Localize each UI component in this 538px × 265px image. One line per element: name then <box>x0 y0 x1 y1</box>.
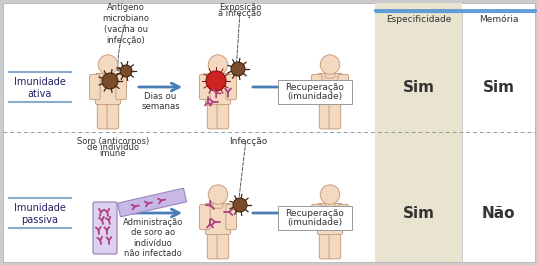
FancyBboxPatch shape <box>338 204 349 230</box>
FancyBboxPatch shape <box>3 3 535 262</box>
FancyBboxPatch shape <box>329 100 341 129</box>
Circle shape <box>98 55 118 74</box>
FancyBboxPatch shape <box>116 74 126 100</box>
Text: Imunidade: Imunidade <box>14 203 66 213</box>
Text: de indivíduo: de indivíduo <box>87 143 139 152</box>
Text: Recuperação: Recuperação <box>286 83 344 92</box>
Circle shape <box>206 71 226 91</box>
FancyBboxPatch shape <box>97 100 109 129</box>
Circle shape <box>320 185 340 204</box>
FancyBboxPatch shape <box>213 69 223 78</box>
Text: Administração
de soro ao
indivíduo
não infectado: Administração de soro ao indivíduo não i… <box>123 218 183 258</box>
FancyBboxPatch shape <box>312 74 322 100</box>
FancyBboxPatch shape <box>329 230 341 259</box>
Text: Infecção: Infecção <box>229 137 267 146</box>
Text: à infecção: à infecção <box>218 9 261 18</box>
Polygon shape <box>117 188 187 217</box>
FancyBboxPatch shape <box>320 100 331 129</box>
Text: Antígeno
microbiano
(vacina ou
infecção): Antígeno microbiano (vacina ou infecção) <box>103 3 150 45</box>
FancyBboxPatch shape <box>89 74 100 100</box>
Text: Exposição: Exposição <box>219 3 261 12</box>
Text: Imunidade: Imunidade <box>14 77 66 87</box>
FancyBboxPatch shape <box>317 204 343 235</box>
FancyBboxPatch shape <box>9 72 71 102</box>
FancyBboxPatch shape <box>207 230 219 259</box>
FancyBboxPatch shape <box>320 230 331 259</box>
Text: (imunidade): (imunidade) <box>287 92 343 101</box>
FancyBboxPatch shape <box>325 198 335 208</box>
FancyBboxPatch shape <box>103 69 113 78</box>
FancyBboxPatch shape <box>217 100 229 129</box>
Text: Memória: Memória <box>479 15 518 24</box>
Circle shape <box>320 55 340 74</box>
FancyBboxPatch shape <box>107 100 119 129</box>
FancyBboxPatch shape <box>200 204 210 230</box>
Text: Dias ou
semanas: Dias ou semanas <box>141 92 180 111</box>
Circle shape <box>208 55 228 74</box>
FancyBboxPatch shape <box>338 74 349 100</box>
Text: Não: Não <box>482 205 515 220</box>
Text: Sim: Sim <box>483 80 514 95</box>
Circle shape <box>233 198 247 212</box>
FancyBboxPatch shape <box>278 206 352 230</box>
FancyBboxPatch shape <box>325 69 335 78</box>
Text: Sim: Sim <box>402 80 435 95</box>
Text: Soro (anticorpos): Soro (anticorpos) <box>77 137 149 146</box>
FancyBboxPatch shape <box>375 3 462 262</box>
FancyBboxPatch shape <box>207 100 219 129</box>
Text: Recuperação: Recuperação <box>286 210 344 219</box>
FancyBboxPatch shape <box>213 198 223 208</box>
FancyBboxPatch shape <box>317 73 343 104</box>
FancyBboxPatch shape <box>226 204 237 230</box>
FancyBboxPatch shape <box>200 74 210 100</box>
Circle shape <box>231 62 245 76</box>
Text: Sim: Sim <box>402 205 435 220</box>
Circle shape <box>208 185 228 204</box>
Text: Especificidade: Especificidade <box>386 15 451 24</box>
FancyBboxPatch shape <box>93 202 117 254</box>
Text: ativa: ativa <box>28 89 52 99</box>
Circle shape <box>120 65 132 77</box>
FancyBboxPatch shape <box>206 73 231 104</box>
FancyBboxPatch shape <box>9 198 71 228</box>
Text: imune: imune <box>100 149 126 158</box>
FancyBboxPatch shape <box>206 204 231 235</box>
FancyBboxPatch shape <box>226 74 237 100</box>
Text: (imunidade): (imunidade) <box>287 219 343 227</box>
FancyBboxPatch shape <box>278 80 352 104</box>
FancyBboxPatch shape <box>95 73 121 104</box>
FancyBboxPatch shape <box>217 230 229 259</box>
Circle shape <box>102 73 118 89</box>
FancyBboxPatch shape <box>312 204 322 230</box>
Text: passiva: passiva <box>22 215 59 225</box>
